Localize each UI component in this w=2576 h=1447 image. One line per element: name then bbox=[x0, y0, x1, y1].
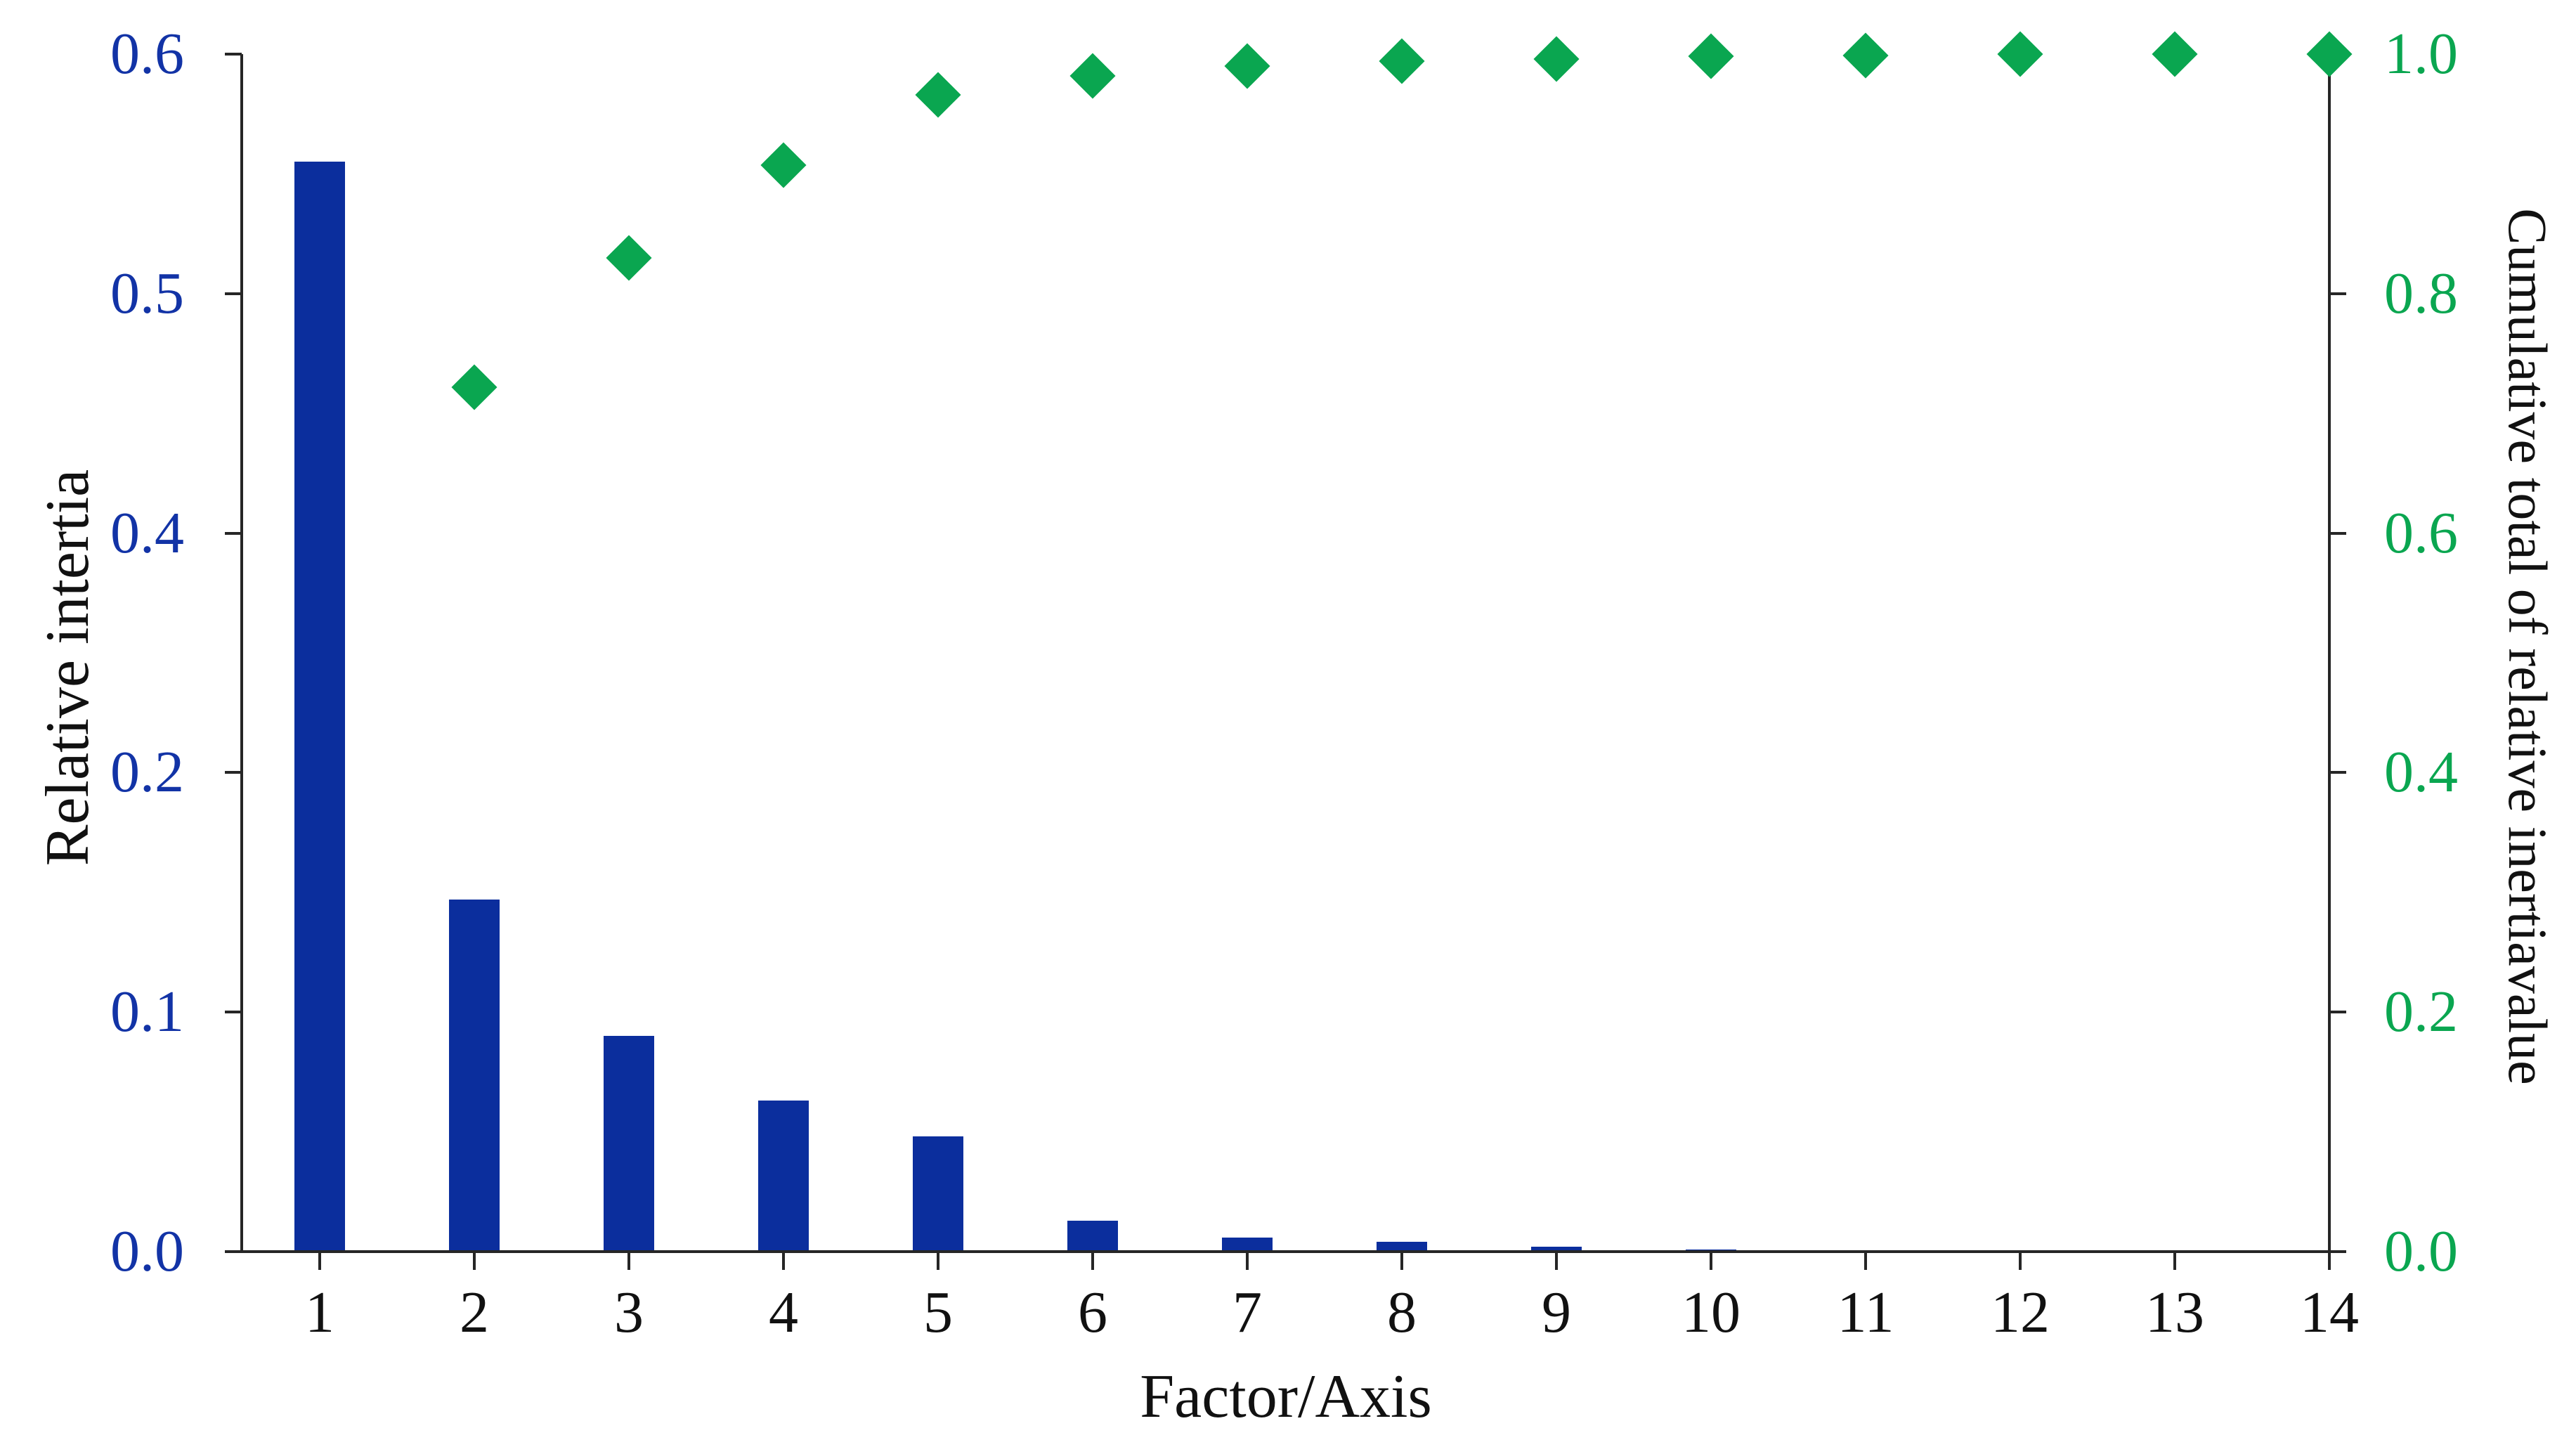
right-tick-mark bbox=[2329, 1011, 2346, 1014]
left-tick-mark bbox=[225, 292, 242, 295]
x-tick-mark bbox=[1091, 1253, 1094, 1270]
x-tick-mark bbox=[1555, 1253, 1558, 1270]
right-tick-mark bbox=[2329, 771, 2346, 774]
x-axis-title: Factor/Axis bbox=[1140, 1363, 1432, 1431]
right-tick-label: 0.8 bbox=[2384, 260, 2458, 326]
bar bbox=[1067, 1220, 1118, 1252]
diamond-marker bbox=[451, 364, 497, 410]
diamond-marker bbox=[1224, 43, 1270, 89]
left-tick-mark bbox=[225, 771, 242, 774]
bar bbox=[758, 1101, 809, 1252]
diamond-marker bbox=[2306, 31, 2353, 77]
x-tick-label: 4 bbox=[769, 1280, 798, 1345]
x-tick-mark bbox=[782, 1253, 785, 1270]
x-tick-mark bbox=[2328, 1253, 2331, 1270]
left-axis-spine bbox=[240, 54, 243, 1253]
x-tick-label: 5 bbox=[923, 1280, 953, 1345]
x-tick-label: 2 bbox=[460, 1280, 489, 1345]
diamond-marker bbox=[1379, 38, 1425, 84]
left-tick-label: 0.5 bbox=[110, 260, 184, 326]
x-tick-label: 13 bbox=[2145, 1280, 2204, 1345]
bar bbox=[1377, 1242, 1427, 1252]
x-axis-line bbox=[240, 1250, 2331, 1253]
left-axis-title: Relative intertia bbox=[34, 469, 102, 867]
right-tick-mark bbox=[2329, 1250, 2346, 1253]
bar bbox=[1222, 1237, 1273, 1252]
x-tick-mark bbox=[318, 1253, 321, 1270]
right-tick-mark bbox=[2329, 531, 2346, 535]
left-tick-label: 0.1 bbox=[110, 979, 184, 1045]
x-tick-mark bbox=[1246, 1253, 1249, 1270]
x-tick-label: 11 bbox=[1837, 1280, 1894, 1345]
x-tick-label: 6 bbox=[1078, 1280, 1107, 1345]
bar bbox=[604, 1036, 654, 1252]
right-tick-mark bbox=[2329, 292, 2346, 295]
diamond-marker bbox=[1842, 32, 1889, 79]
x-tick-mark bbox=[1864, 1253, 1867, 1270]
diamond-marker bbox=[1069, 53, 1116, 99]
right-axis-title: Cumulative total of relative inertiavalu… bbox=[2497, 208, 2558, 1085]
x-tick-label: 7 bbox=[1232, 1280, 1262, 1345]
x-tick-label: 1 bbox=[305, 1280, 334, 1345]
x-tick-mark bbox=[2173, 1253, 2176, 1270]
bar bbox=[449, 900, 500, 1252]
diamond-marker bbox=[2152, 31, 2198, 77]
left-tick-label: 0.4 bbox=[110, 500, 184, 566]
x-tick-mark bbox=[473, 1253, 476, 1270]
x-tick-mark bbox=[627, 1253, 630, 1270]
bar bbox=[294, 162, 345, 1252]
diamond-marker bbox=[1688, 33, 1734, 79]
left-tick-mark bbox=[225, 1250, 242, 1253]
diamond-marker bbox=[1997, 31, 2043, 77]
left-tick-mark bbox=[225, 1011, 242, 1014]
left-tick-label: 0.0 bbox=[110, 1219, 184, 1284]
right-tick-label: 0.6 bbox=[2384, 500, 2458, 566]
right-tick-label: 0.4 bbox=[2384, 739, 2458, 805]
x-tick-label: 3 bbox=[614, 1280, 644, 1345]
x-tick-label: 10 bbox=[1681, 1280, 1741, 1345]
bar bbox=[913, 1136, 963, 1252]
x-tick-mark bbox=[1400, 1253, 1403, 1270]
x-tick-mark bbox=[2019, 1253, 2022, 1270]
x-tick-label: 14 bbox=[2300, 1280, 2359, 1345]
x-tick-label: 8 bbox=[1387, 1280, 1417, 1345]
right-tick-label: 0.0 bbox=[2384, 1219, 2458, 1284]
right-axis-spine bbox=[2328, 54, 2331, 1253]
right-tick-label: 0.2 bbox=[2384, 979, 2458, 1045]
left-tick-mark bbox=[225, 531, 242, 535]
x-tick-label: 12 bbox=[1991, 1280, 2050, 1345]
right-tick-label: 1.0 bbox=[2384, 21, 2458, 86]
x-tick-mark bbox=[1710, 1253, 1712, 1270]
bar bbox=[1531, 1247, 1582, 1252]
x-tick-mark bbox=[937, 1253, 939, 1270]
diamond-marker bbox=[606, 235, 652, 281]
diamond-marker bbox=[760, 142, 807, 188]
diamond-marker bbox=[1533, 36, 1580, 82]
left-tick-label: 0.6 bbox=[110, 21, 184, 86]
left-tick-mark bbox=[225, 53, 242, 56]
diamond-marker bbox=[915, 72, 961, 118]
left-tick-label: 0.2 bbox=[110, 739, 184, 805]
x-tick-label: 9 bbox=[1542, 1280, 1571, 1345]
